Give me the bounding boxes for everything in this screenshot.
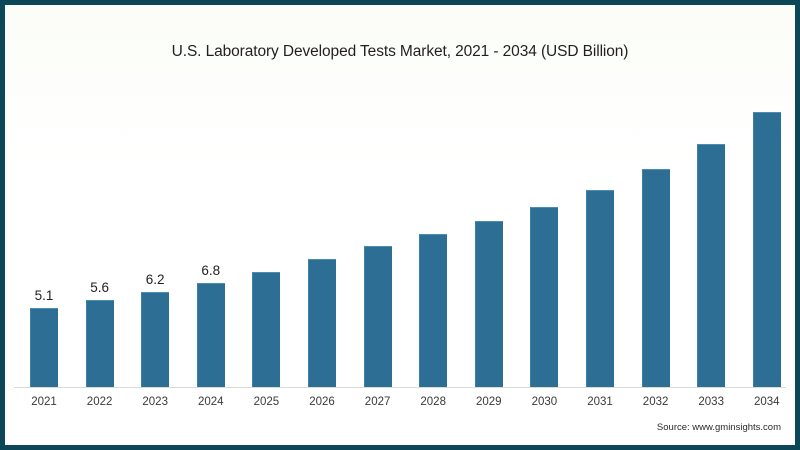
bar-value-label-2021: 5.1 — [34, 288, 54, 303]
bar-2025 — [238, 5, 294, 387]
bar-rect-2025 — [252, 272, 281, 387]
bar-rect-2027 — [363, 246, 392, 387]
bar-rect-2028 — [419, 234, 448, 387]
x-tick-2032: 2032 — [642, 396, 669, 408]
bar-2024: 6.8 — [183, 5, 239, 387]
x-tick-2027: 2027 — [364, 396, 391, 408]
bar-rect-2034 — [752, 112, 781, 387]
x-tick-2024: 2024 — [198, 396, 224, 408]
bar-2022: 5.6 — [72, 5, 128, 387]
bar-rect-2021 — [30, 308, 58, 387]
bar-rect-2032 — [641, 169, 670, 387]
bar-value-label-2024: 6.8 — [201, 263, 221, 278]
bar-rect-2024 — [196, 283, 225, 387]
bar-rect-2031 — [586, 190, 614, 387]
bar-2021: 5.1 — [16, 5, 72, 387]
bar-2026 — [294, 5, 350, 387]
bar-value-label-2023: 6.2 — [145, 272, 165, 287]
bar-2023: 6.2 — [127, 5, 183, 387]
bar-rect-2030 — [530, 207, 559, 387]
x-tick-2025: 2025 — [253, 396, 280, 408]
x-tick-2030: 2030 — [531, 396, 558, 408]
bar-2027 — [350, 5, 406, 387]
x-tick-2033: 2033 — [698, 396, 724, 408]
x-tick-2031: 2031 — [587, 396, 613, 408]
x-tick-2034: 2034 — [754, 396, 780, 408]
bar-2030 — [516, 5, 572, 387]
x-tick-2026: 2026 — [309, 396, 335, 408]
bar-2029 — [461, 5, 517, 387]
x-axis-line — [14, 387, 786, 388]
bar-rect-2029 — [474, 221, 503, 387]
bar-rect-2026 — [308, 259, 336, 387]
x-tick-2029: 2029 — [476, 396, 502, 408]
bar-2034 — [739, 5, 795, 387]
bar-2033 — [683, 5, 739, 387]
bar-2031 — [572, 5, 628, 387]
x-tick-2023: 2023 — [142, 396, 168, 408]
chart-title: U.S. Laboratory Developed Tests Market, … — [171, 43, 629, 60]
bar-value-label-2022: 5.6 — [90, 280, 109, 295]
source-attribution: Source: www.gminsights.com — [656, 422, 781, 433]
x-tick-2021: 2021 — [31, 396, 57, 408]
bar-rect-2022 — [85, 300, 114, 387]
x-tick-2028: 2028 — [420, 396, 446, 408]
x-tick-2022: 2022 — [86, 396, 113, 408]
bar-rect-2023 — [141, 292, 170, 387]
bar-2028 — [405, 5, 461, 387]
bar-rect-2033 — [697, 144, 726, 387]
bar-2032 — [628, 5, 684, 387]
